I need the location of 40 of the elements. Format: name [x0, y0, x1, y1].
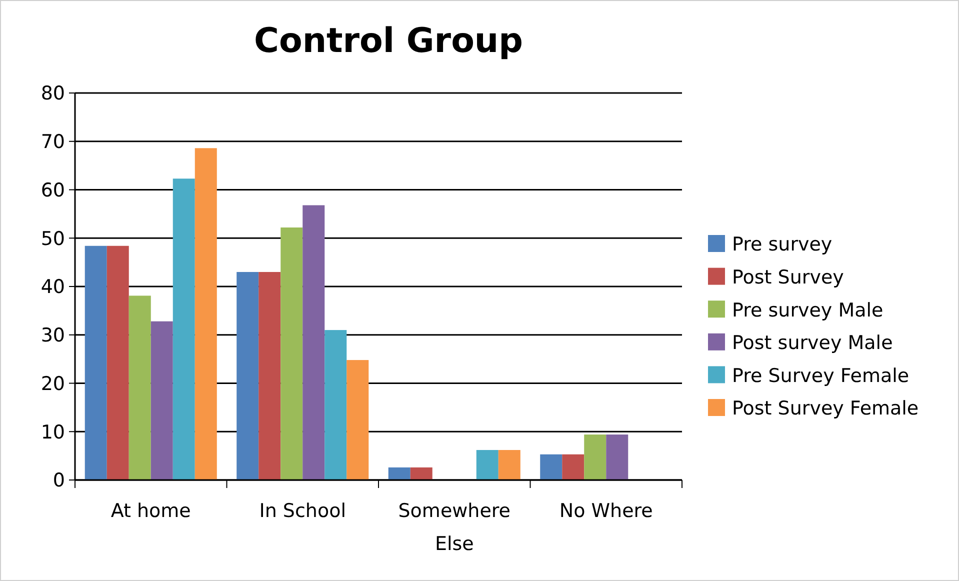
- bar: [606, 434, 628, 480]
- x-tick-label: Somewhere Else: [398, 500, 510, 555]
- bar: [128, 296, 151, 480]
- legend-label: Post Survey: [732, 266, 844, 288]
- x-tick-label: In School: [259, 500, 346, 522]
- x-tick-label: At home: [110, 500, 191, 522]
- bar: [476, 450, 498, 480]
- bar: [280, 227, 303, 480]
- bar: [84, 246, 107, 480]
- bar: [106, 246, 129, 480]
- y-tick-label: 10: [40, 421, 65, 444]
- bar: [258, 272, 281, 480]
- legend-label: Pre survey: [732, 234, 832, 256]
- legend-label: Post survey Male: [732, 332, 893, 354]
- bar: [498, 450, 520, 480]
- bar: [562, 454, 584, 480]
- bar: [410, 467, 432, 480]
- bar: [236, 272, 259, 480]
- legend-label: Post Survey Female: [732, 398, 919, 420]
- y-tick-label: 70: [40, 131, 65, 154]
- chart-title: Control Group: [254, 21, 523, 61]
- y-tick-label: 30: [40, 324, 65, 347]
- bar: [540, 454, 562, 480]
- bar: [150, 321, 173, 480]
- legend-label: Pre Survey Female: [732, 364, 910, 387]
- y-tick-label: 80: [40, 82, 65, 105]
- legend-label: Pre survey Male: [732, 299, 884, 322]
- x-tick-label: No Where: [559, 500, 653, 522]
- bar: [172, 178, 195, 480]
- bar: [324, 330, 347, 480]
- y-tick-label: 50: [40, 228, 65, 250]
- bar: [346, 360, 369, 480]
- bar: [388, 467, 410, 480]
- bar: [584, 434, 606, 480]
- bar: [302, 205, 325, 480]
- y-tick-label: 0: [52, 470, 65, 492]
- y-tick-label: 40: [40, 276, 65, 298]
- y-tick-label: 20: [40, 372, 65, 395]
- bar: [194, 148, 217, 480]
- y-tick-label: 60: [40, 179, 65, 202]
